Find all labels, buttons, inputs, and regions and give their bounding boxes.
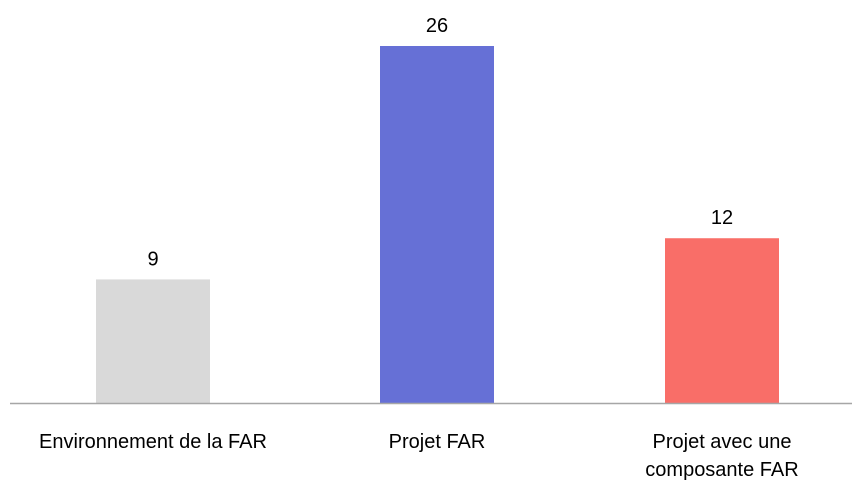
category-label-3: Projet avec une composante FAR [645, 431, 798, 481]
category-label-1: Environnement de la FAR [39, 431, 267, 453]
value-label-2: 26 [426, 15, 448, 37]
value-label-3: 12 [711, 207, 733, 229]
category-label-3-line-2: composante FAR [645, 459, 798, 481]
bars-group [96, 46, 779, 403]
category-labels-group: Environnement de la FAR Projet FAR Projet … [39, 431, 799, 481]
bar-1 [96, 279, 210, 403]
category-label-2-line-1: Projet FAR [389, 431, 486, 453]
value-label-1: 9 [147, 248, 158, 270]
category-label-3-line-1: Projet avec une [653, 431, 792, 453]
category-label-1-line-1: Environnement de la FAR [39, 431, 267, 453]
category-label-2: Projet FAR [389, 431, 486, 453]
bar-3 [665, 238, 779, 403]
bar-2 [380, 46, 494, 403]
value-labels-group: 9 26 12 [147, 15, 733, 270]
